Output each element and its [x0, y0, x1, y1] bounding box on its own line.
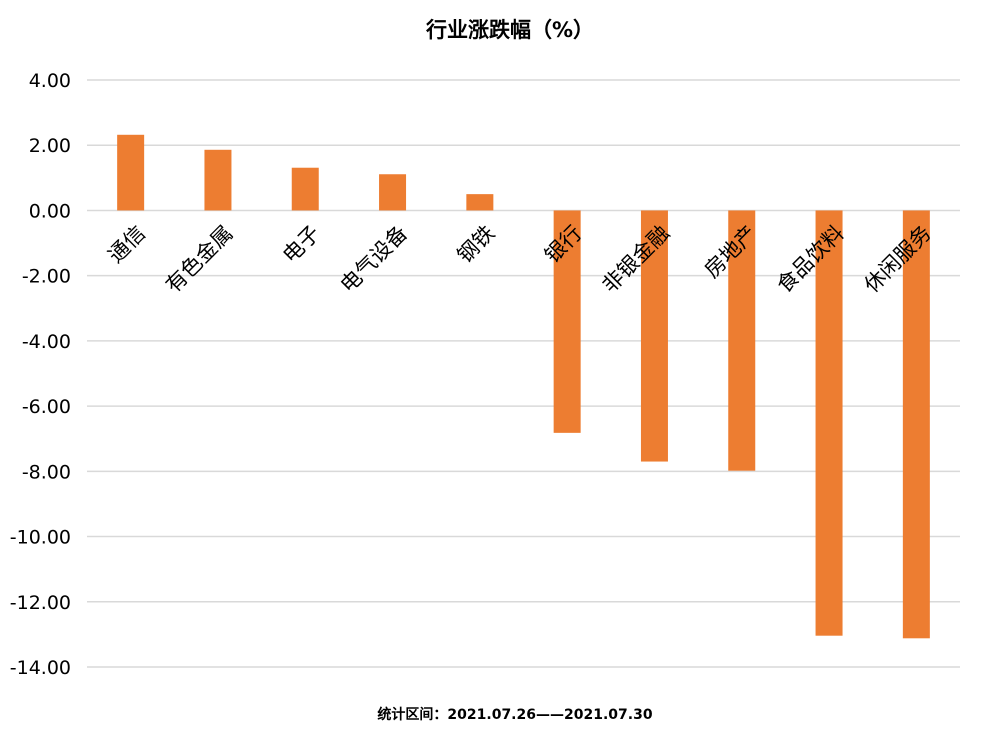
y-tick-label: -4.00 — [22, 331, 71, 353]
y-tick-label: -2.00 — [22, 266, 71, 288]
bar — [204, 149, 232, 211]
y-tick-label: -6.00 — [22, 396, 71, 418]
bar — [117, 134, 145, 211]
y-tick-label: -8.00 — [22, 461, 71, 483]
bar — [815, 210, 843, 636]
bar — [553, 210, 581, 433]
x-tick-label: 有色金属 — [161, 221, 237, 297]
bar — [379, 174, 407, 211]
y-tick-label: -12.00 — [10, 592, 71, 614]
chart-title: 行业涨跌幅（%） — [425, 18, 595, 42]
bar — [466, 194, 494, 211]
y-tick-label: -10.00 — [10, 527, 71, 549]
y-tick-label: 4.00 — [29, 70, 71, 92]
bar — [640, 210, 668, 462]
x-tick-label: 通信 — [104, 221, 151, 268]
x-tick-label: 钢铁 — [453, 221, 500, 268]
chart-footnote: 统计区间：2021.07.26——2021.07.30 — [377, 707, 653, 723]
bar — [291, 167, 319, 211]
x-tick-label: 电子 — [278, 221, 325, 268]
bar — [728, 210, 756, 471]
bar — [902, 210, 930, 639]
x-tick-label: 电气设备 — [336, 221, 412, 297]
y-tick-label: 2.00 — [29, 135, 71, 157]
y-tick-label: 0.00 — [29, 200, 71, 222]
y-tick-label: -14.00 — [10, 657, 71, 679]
